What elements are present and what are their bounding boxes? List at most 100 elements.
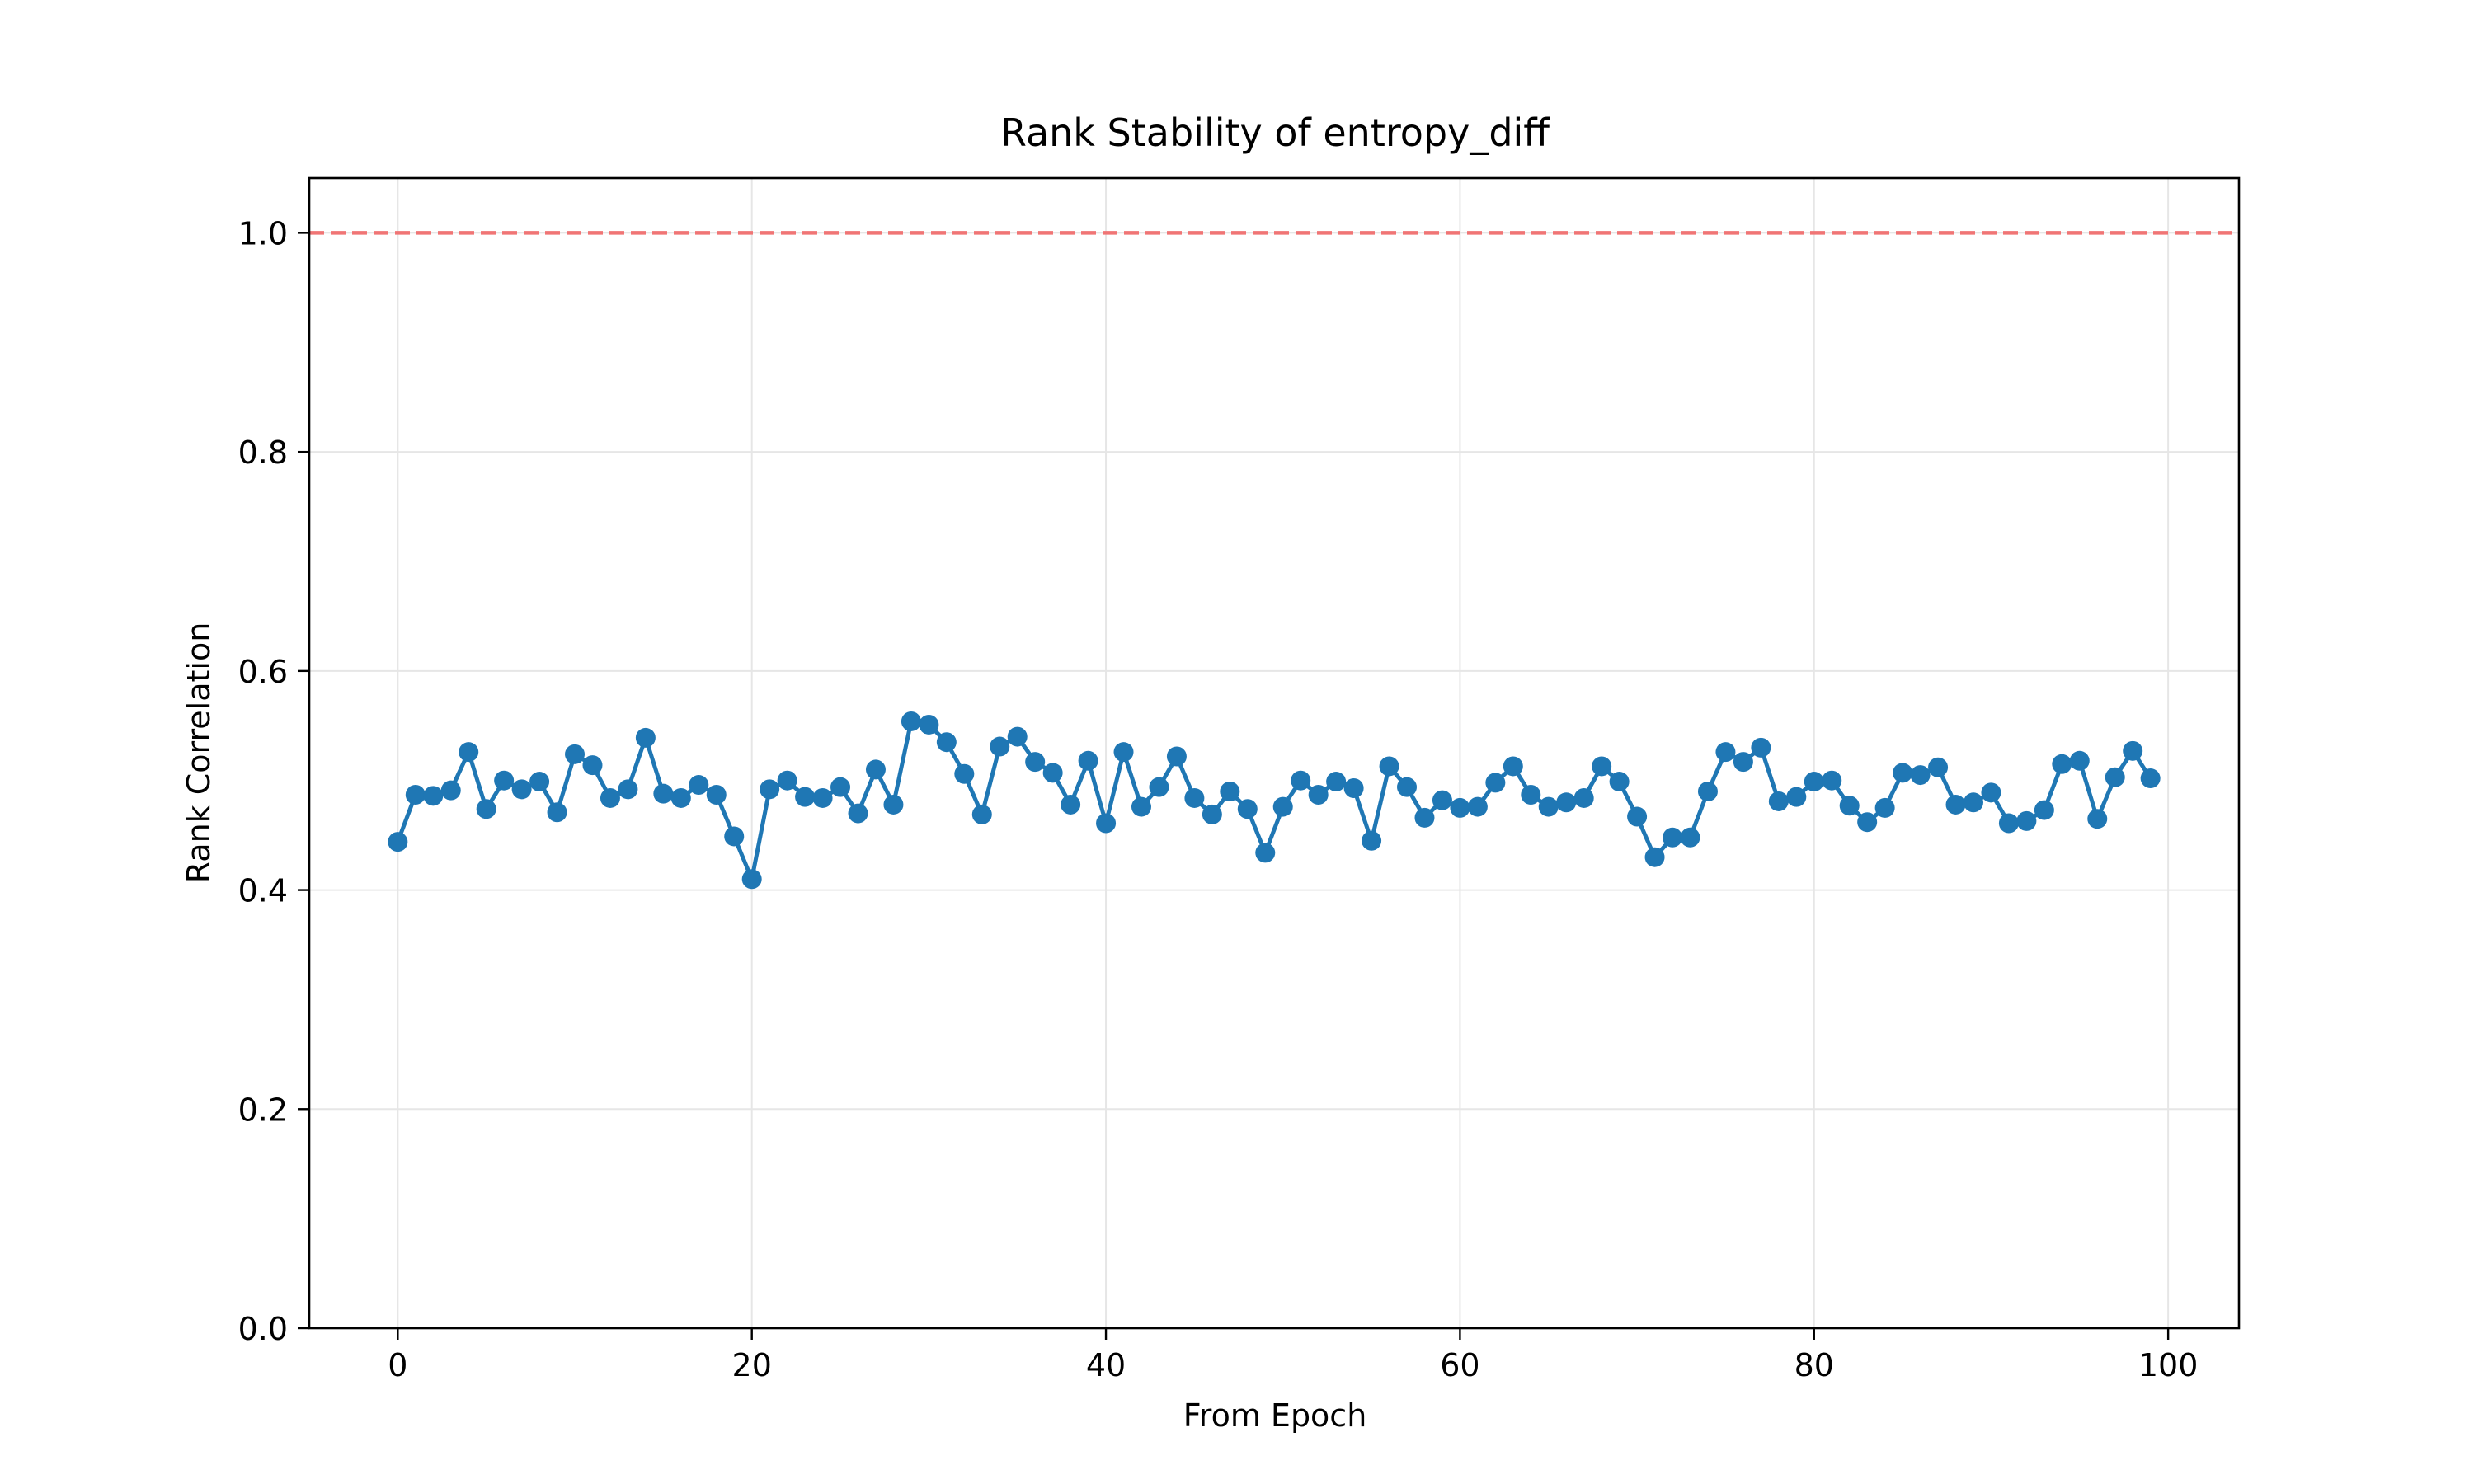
data-point xyxy=(812,787,833,808)
x-tick-label: 40 xyxy=(1086,1347,1126,1383)
data-point xyxy=(1362,830,1382,851)
data-point xyxy=(547,802,567,823)
series-line xyxy=(395,719,2152,881)
y-tick-label: 0.6 xyxy=(238,654,288,690)
x-tick-label: 60 xyxy=(1440,1347,1479,1383)
data-point xyxy=(1414,807,1435,828)
data-point xyxy=(1166,746,1187,767)
data-point xyxy=(459,742,479,763)
data-point xyxy=(1715,742,1736,763)
data-point xyxy=(1556,792,1577,813)
data-point xyxy=(1697,782,1718,801)
y-axis-label: Rank Correlation xyxy=(181,622,217,884)
data-point xyxy=(600,787,620,808)
data-point xyxy=(1786,787,1807,807)
data-point xyxy=(565,744,586,764)
y-tick-label: 0.0 xyxy=(238,1311,288,1347)
data-point xyxy=(865,759,886,780)
data-point xyxy=(582,755,603,776)
data-point xyxy=(1078,750,1098,771)
data-point xyxy=(919,714,939,735)
data-point xyxy=(1609,772,1630,792)
data-point xyxy=(1981,782,2001,803)
data-point xyxy=(1061,794,1081,815)
data-point xyxy=(1839,796,1860,816)
data-point xyxy=(405,784,426,805)
data-point xyxy=(1521,784,1541,805)
data-point xyxy=(1042,763,1063,783)
y-tick-label: 0.2 xyxy=(238,1092,288,1128)
data-point xyxy=(1963,792,1983,813)
data-point xyxy=(1627,806,1648,827)
x-tick-label: 20 xyxy=(732,1347,772,1383)
data-point xyxy=(1592,756,1612,777)
data-point xyxy=(1893,763,1913,783)
data-point xyxy=(848,803,868,824)
data-point xyxy=(1910,765,1931,786)
data-point xyxy=(1007,726,1028,747)
data-point xyxy=(423,786,444,806)
data-point xyxy=(760,779,780,800)
data-point xyxy=(1467,796,1488,817)
y-axis-ticks: 0.0 0.2 0.4 0.6 0.8 1.0 xyxy=(238,215,309,1347)
data-point xyxy=(1343,778,1364,799)
data-point xyxy=(1804,772,1824,792)
x-tick-label: 0 xyxy=(388,1347,407,1383)
data-point xyxy=(511,779,532,800)
data-point xyxy=(1184,787,1205,808)
data-point xyxy=(2105,767,2125,787)
data-point xyxy=(494,770,515,791)
y-tick-label: 0.4 xyxy=(238,873,288,909)
data-point xyxy=(1131,796,1151,817)
data-point xyxy=(1202,804,1222,824)
data-point xyxy=(1096,813,1117,834)
data-point xyxy=(1680,827,1700,848)
data-point xyxy=(1663,827,1683,848)
data-point xyxy=(635,727,656,748)
data-point xyxy=(1326,772,1347,792)
x-axis-label: From Epoch xyxy=(1183,1397,1367,1434)
data-point xyxy=(2016,810,2037,831)
data-point xyxy=(1538,796,1559,817)
data-point xyxy=(1220,782,1240,801)
data-point xyxy=(476,799,496,819)
data-point xyxy=(653,783,674,804)
plot-frame xyxy=(308,176,2241,1330)
data-point xyxy=(1397,777,1418,797)
x-tick-label: 80 xyxy=(1794,1347,1834,1383)
data-point xyxy=(795,787,816,807)
data-point xyxy=(1644,847,1665,867)
data-point xyxy=(724,826,745,847)
data-point xyxy=(741,869,762,890)
data-point xyxy=(1485,773,1506,793)
x-tick-label: 100 xyxy=(2138,1347,2199,1383)
data-point xyxy=(1857,812,1878,833)
data-point xyxy=(1998,813,2019,834)
chart-title: Rank Stability of entropy_diff xyxy=(1000,110,1550,155)
data-point xyxy=(1308,784,1329,805)
data-point xyxy=(670,787,691,808)
data-point xyxy=(1025,752,1046,773)
data-point xyxy=(1928,757,1949,777)
data-point xyxy=(388,832,408,852)
data-point xyxy=(2140,768,2161,789)
data-point xyxy=(1768,791,1789,811)
series-layer xyxy=(388,711,2161,890)
data-point xyxy=(1255,843,1276,863)
data-point xyxy=(529,772,550,792)
data-point xyxy=(1874,797,1895,818)
data-point xyxy=(1751,737,1771,758)
data-point xyxy=(1379,756,1399,777)
data-point xyxy=(1503,756,1523,777)
data-point xyxy=(2087,809,2108,829)
data-point xyxy=(1237,799,1258,819)
data-point xyxy=(830,777,851,797)
data-point xyxy=(954,763,975,784)
data-point xyxy=(1291,770,1311,791)
y-tick-label: 0.8 xyxy=(238,434,288,471)
data-point xyxy=(2052,754,2072,774)
data-point xyxy=(1149,777,1169,797)
data-point xyxy=(1272,796,1293,817)
